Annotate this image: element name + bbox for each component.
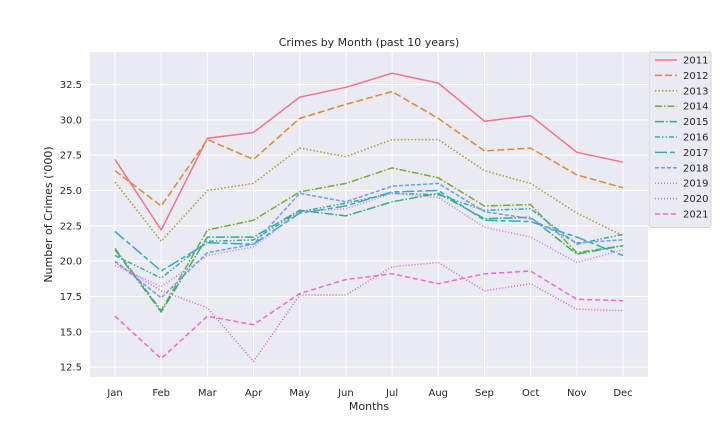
x-tick-label: Jul (385, 388, 398, 399)
y-tick-label: 15.0 (60, 327, 82, 338)
legend-label-2020: 2020 (683, 194, 708, 205)
x-tick-label: Sep (475, 388, 494, 399)
legend-label-2014: 2014 (683, 102, 708, 113)
x-tick-label: Apr (245, 388, 263, 399)
series-line-2021 (114, 270, 624, 360)
x-tick-label: Feb (152, 388, 170, 399)
legend-label-2013: 2013 (683, 86, 708, 97)
x-tick-label: Oct (522, 388, 539, 399)
y-axis-label: Number of Crimes ('000) (42, 146, 55, 282)
y-tick-label: 20.0 (60, 257, 82, 268)
x-tick-label: Dec (613, 388, 632, 399)
y-tick-label: 32.5 (60, 80, 82, 91)
x-tick-label: May (289, 388, 310, 399)
series-lines (114, 72, 624, 363)
x-tick-label: Jan (106, 388, 122, 399)
x-tick-labels: Jan Feb Mar Apr May Jun Jul Aug Sep Oct Nov Dec (106, 388, 632, 399)
legend-label-2021: 2021 (683, 210, 708, 221)
x-tick-label: Aug (429, 388, 449, 399)
y-tick-label: 17.5 (60, 292, 82, 303)
series-line-2011 (114, 72, 624, 231)
x-tick-label: Jun (337, 388, 354, 399)
series-line-2017 (114, 189, 624, 272)
grid (90, 52, 648, 377)
chart-title: Crimes by Month (past 10 years) (279, 36, 460, 49)
x-tick-label: Mar (198, 388, 218, 399)
legend: 2011 2012 2013 2014 2015 2016 2017 2018 2019 2020… (648, 51, 712, 228)
legend-label-2019: 2019 (683, 179, 708, 190)
legend-label-2012: 2012 (683, 71, 708, 82)
legend-label-2017: 2017 (683, 148, 708, 159)
y-tick-label: 25.0 (60, 186, 82, 197)
y-tick-label: 27.5 (60, 151, 82, 162)
legend-label-2018: 2018 (683, 163, 708, 174)
y-tick-label: 30.0 (60, 115, 82, 126)
legend-label-2011: 2011 (683, 56, 708, 67)
x-axis-label: Months (349, 400, 389, 413)
plot-background (90, 52, 648, 377)
series-line-2012 (114, 90, 624, 207)
x-tick-label: Nov (567, 388, 587, 399)
y-tick-label: 12.5 (60, 363, 82, 374)
legend-label-2016: 2016 (683, 133, 708, 144)
legend-label-2015: 2015 (683, 117, 708, 128)
series-line-2019 (114, 192, 624, 288)
y-tick-labels: 12.5 15.0 17.5 20.0 22.5 25.0 27.5 30.0 32.5 (60, 80, 82, 374)
series-line-2014 (114, 167, 624, 312)
y-tick-label: 22.5 (60, 221, 82, 232)
